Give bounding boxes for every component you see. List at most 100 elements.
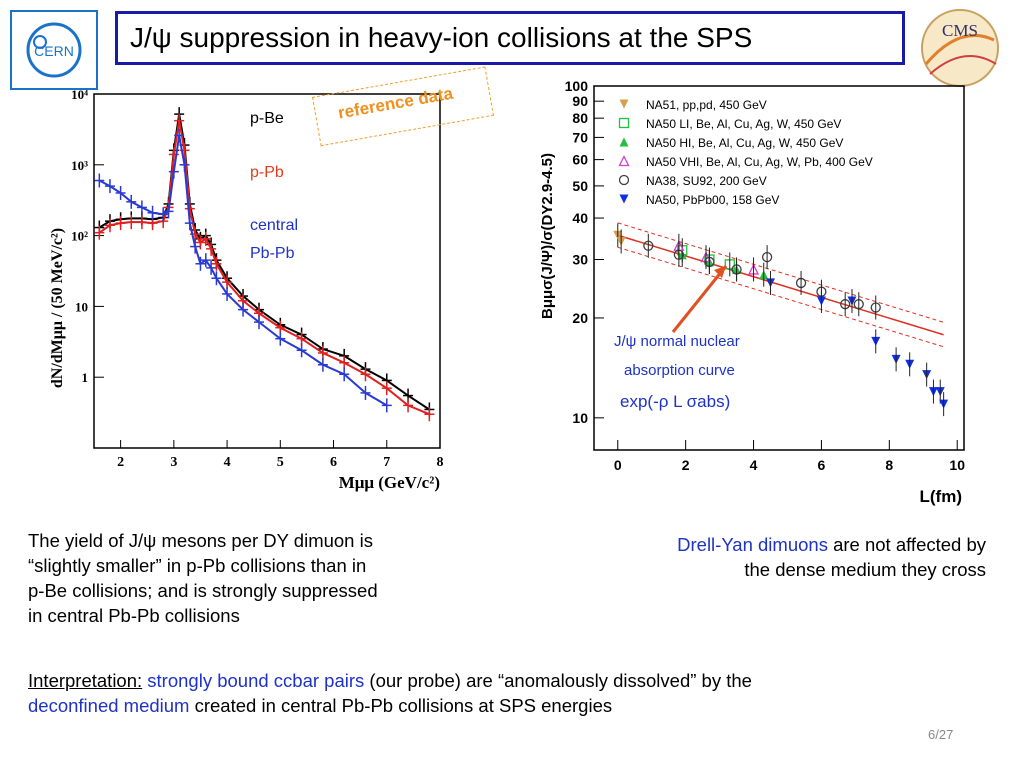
abs-legend-label: NA51, pp,pd, 450 GeV — [646, 98, 767, 112]
absorption-fit-band-0 — [617, 222, 944, 323]
mass-chart-frame — [93, 93, 441, 449]
abs-legend-label: NA50 HI, Be, Al, Cu, Ag, W, 450 GeV — [646, 136, 843, 150]
label-p-pb: p-Pb — [250, 164, 284, 181]
abs-y-tick-label: 90 — [572, 93, 588, 109]
mass-data-point — [158, 207, 169, 222]
abs-y-tick-label: 10 — [572, 410, 588, 426]
abs-legend-label: NA50 VHI, Be, Al, Cu, Ag, W, Pb, 400 GeV — [646, 155, 873, 169]
abs-y-tick-label: 70 — [572, 129, 588, 145]
interpretation-probe: strongly bound ccbar pairs — [147, 670, 365, 691]
mass-data-point — [190, 239, 201, 254]
yield-line-4: in central Pb-Pb collisions — [28, 605, 240, 626]
mass-data-point — [206, 241, 217, 256]
svg-text:CMS: CMS — [942, 21, 978, 40]
yield-line-1: The yield of J/ψ mesons per DY dimuon is — [28, 530, 373, 551]
mass-data-point — [317, 345, 328, 360]
abs-data-point — [759, 262, 769, 287]
mass-data-point — [184, 216, 195, 231]
abs-legend-label: NA38, SU92, 200 GeV — [646, 174, 767, 188]
mass-data-point — [211, 256, 222, 271]
mass-x-tick-label: 5 — [277, 455, 284, 470]
abs-data-point — [704, 249, 715, 274]
title-box: J/ψ suppression in heavy-ion collisions … — [115, 11, 905, 65]
abs-data-point — [747, 257, 760, 282]
absorption-chart-frame — [593, 85, 965, 451]
abs-x-tick-label: 2 — [682, 457, 690, 473]
interpretation-middle: (our probe) are “anomalously dissolved” … — [369, 670, 752, 691]
abs-data-point — [847, 288, 857, 313]
absorption-chart-ylabel: Bμμσ(J/Ψ)/σ(DY2.9-4.5) — [539, 153, 556, 319]
abs-data-point — [724, 252, 735, 277]
abs-data-point — [853, 292, 864, 317]
annotation-arrow-head — [714, 266, 726, 278]
yield-paragraph: The yield of J/ψ mesons per DY dimuon is… — [28, 528, 488, 628]
annotation-arrow — [671, 265, 728, 333]
abs-y-tick-label: 50 — [572, 178, 588, 194]
abs-y-tick-label: 40 — [572, 210, 588, 226]
abs-data-point — [922, 362, 932, 387]
mass-data-point — [163, 204, 174, 219]
mass-data-point — [206, 260, 217, 275]
mass-data-point — [200, 253, 211, 268]
abs-data-point — [891, 347, 901, 372]
slide-title: J/ψ suppression in heavy-ion collisions … — [130, 22, 753, 53]
mass-series-line-1 — [98, 120, 430, 416]
interpretation-paragraph: Interpretation: strongly bound ccbar pai… — [28, 668, 988, 718]
mass-data-point — [136, 215, 147, 230]
absorption-fit-band-1 — [617, 246, 944, 348]
abs-data-point — [840, 292, 851, 317]
abs-x-tick-label: 6 — [818, 457, 826, 473]
abs-y-tick-label: 30 — [572, 252, 588, 268]
mass-data-point — [339, 367, 350, 382]
mass-data-point — [254, 315, 265, 330]
mass-data-point — [115, 216, 126, 231]
annotation-line2: absorption curve — [624, 362, 735, 379]
mass-data-point — [174, 113, 185, 128]
abs-data-point — [761, 245, 773, 270]
label-pb-pb: Pb-Pb — [250, 245, 295, 262]
mass-spectrum-chart: 2 3 4 5 6 7 8 1 10 10² 10³ 10⁴ Mμμ (GeV/c²) dN/dMμμ… — [49, 88, 444, 492]
absorption-chart-xlabel: L(fm) — [920, 487, 962, 506]
mass-data-point — [104, 179, 115, 194]
abs-legend-marker — [618, 117, 630, 129]
mass-data-point — [238, 302, 249, 317]
abs-legend-marker — [619, 194, 629, 204]
mass-x-tick-label: 3 — [170, 455, 177, 470]
label-p-be: p-Be — [250, 110, 284, 127]
dy-rest: are not affected by — [833, 534, 986, 555]
abs-data-point — [795, 270, 807, 295]
mass-chart-xlabel: Mμμ (GeV/c²) — [339, 473, 440, 492]
abs-y-tick-label: 100 — [565, 78, 589, 94]
mass-data-point — [424, 407, 435, 422]
mass-data-point — [174, 128, 185, 143]
cern-logo-icon: CERN — [10, 10, 98, 90]
mass-series-line-0 — [98, 113, 430, 411]
abs-legend-marker — [619, 99, 629, 109]
mass-chart-ylabel: dN/dMμμ / (50 MeV/c²) — [49, 228, 66, 388]
yield-line-3: p-Be collisions; and is strongly suppres… — [28, 580, 378, 601]
absorption-fit-line — [617, 234, 944, 336]
mass-y-tick-label: 10³ — [71, 158, 88, 173]
abs-data-point — [935, 379, 945, 404]
mass-data-point — [195, 235, 206, 250]
annotation-line1: J/ψ normal nuclear — [614, 333, 740, 350]
interpretation-label: Interpretation: — [28, 670, 143, 691]
mass-data-point — [296, 343, 307, 358]
mass-y-tick-label: 10⁴ — [71, 88, 88, 102]
mass-data-point — [94, 225, 105, 240]
mass-data-point — [381, 398, 392, 413]
mass-data-point — [179, 157, 190, 172]
mass-x-tick-label: 7 — [383, 455, 390, 470]
mass-data-point — [360, 385, 371, 400]
abs-data-point — [616, 229, 626, 254]
abs-data-point — [766, 270, 776, 295]
mass-x-tick-label: 8 — [437, 455, 444, 470]
dy-line-2: the dense medium they cross — [744, 559, 986, 580]
abs-data-point — [613, 223, 623, 248]
abs-y-tick-label: 80 — [572, 110, 588, 126]
mass-data-point — [222, 275, 233, 290]
abs-y-tick-label: 60 — [572, 152, 588, 168]
mass-y-tick-label: 10 — [75, 299, 88, 314]
mass-data-point — [104, 218, 115, 233]
